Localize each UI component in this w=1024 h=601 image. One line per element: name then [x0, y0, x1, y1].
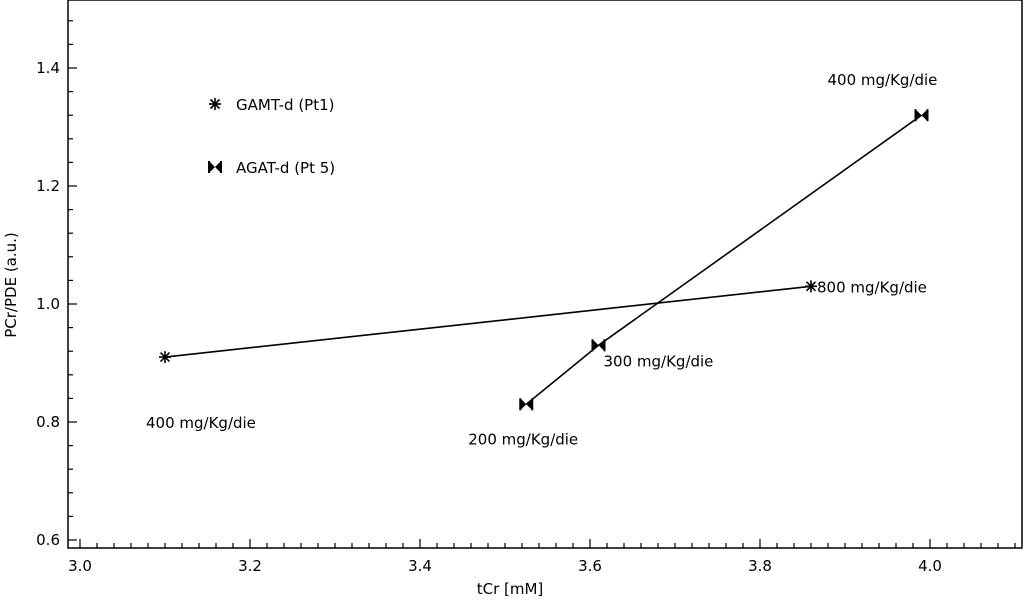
y-tick-label: 0.8 — [36, 413, 60, 431]
y-axis-title: PCr/PDE (a.u.) — [2, 232, 20, 338]
legend: GAMT-d (Pt1) AGAT-d (Pt 5) — [208, 96, 335, 177]
data-point-asterisk — [159, 351, 171, 364]
plot-frame — [67, 0, 1023, 549]
series-1: 400 mg/Kg/die 800 mg/Kg/die — [146, 278, 927, 432]
data-label: 400 mg/Kg/die — [146, 414, 256, 432]
x-axis-ticks: 3.0 3.2 3.4 3.6 3.8 4.0 — [68, 539, 1016, 575]
data-label: 800 mg/Kg/die — [817, 278, 927, 296]
data-label: 300 mg/Kg/die — [604, 352, 714, 370]
data-point-bowtie — [208, 161, 222, 173]
legend-label: AGAT-d (Pt 5) — [236, 159, 335, 177]
x-tick-label: 3.8 — [748, 557, 772, 575]
data-point-bowtie — [914, 109, 929, 122]
x-tick-label: 3.4 — [408, 557, 432, 575]
data-label: 400 mg/Kg/die — [828, 71, 938, 89]
x-axis-title: tCr [mM] — [477, 580, 544, 598]
x-tick-label: 3.0 — [68, 557, 92, 575]
series-line — [525, 114, 922, 405]
x-tick-label: 3.6 — [578, 557, 602, 575]
legend-label: GAMT-d (Pt1) — [236, 96, 335, 114]
y-tick-label: 0.6 — [36, 531, 60, 549]
x-tick-label: 4.0 — [918, 557, 942, 575]
data-point-bowtie — [519, 398, 534, 411]
data-point-asterisk — [805, 280, 817, 293]
series-layer: 400 mg/Kg/die 800 mg/Kg/die 200 mg/Kg/die 3… — [146, 71, 937, 448]
y-axis-ticks: 0.6 0.8 1.0 1.2 1.4 — [36, 20, 77, 549]
y-tick-label: 1.2 — [36, 177, 60, 195]
data-label: 200 mg/Kg/die — [468, 430, 578, 448]
data-point-asterisk — [209, 98, 221, 110]
legend-item: GAMT-d (Pt1) — [209, 96, 335, 114]
series-line — [164, 285, 812, 358]
legend-item: AGAT-d (Pt 5) — [208, 159, 335, 177]
x-tick-label: 3.2 — [238, 557, 262, 575]
y-tick-label: 1.4 — [36, 59, 60, 77]
y-tick-label: 1.0 — [36, 295, 60, 313]
data-point-bowtie — [591, 339, 606, 352]
series-2: 200 mg/Kg/die 300 mg/Kg/die 400 mg/Kg/die — [468, 71, 937, 448]
